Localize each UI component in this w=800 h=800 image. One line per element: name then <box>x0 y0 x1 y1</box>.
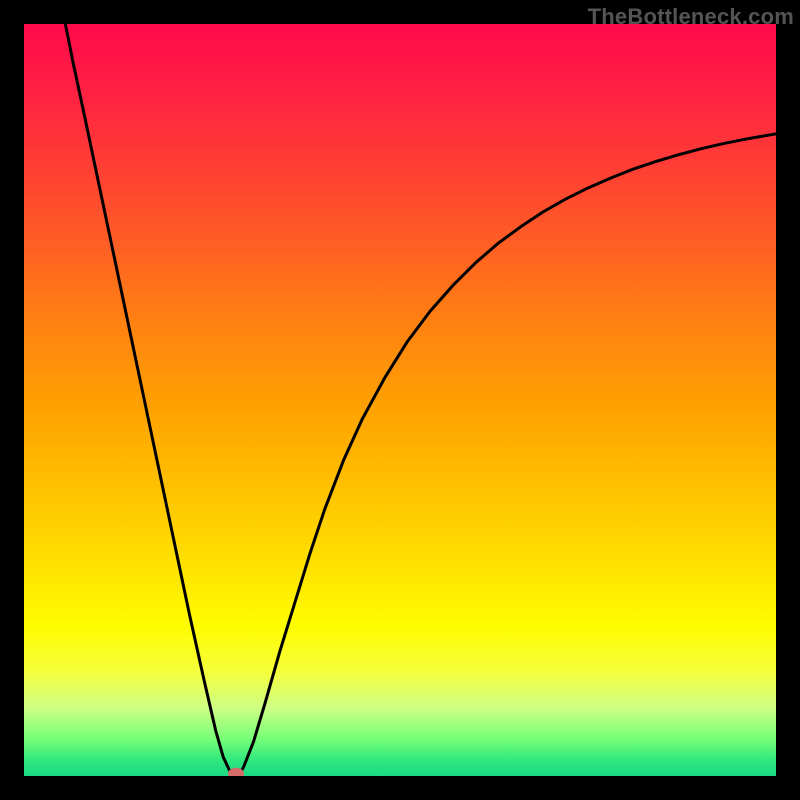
gradient-background <box>24 24 776 776</box>
bottleneck-chart <box>0 0 800 800</box>
chart-container: TheBottleneck.com <box>0 0 800 800</box>
